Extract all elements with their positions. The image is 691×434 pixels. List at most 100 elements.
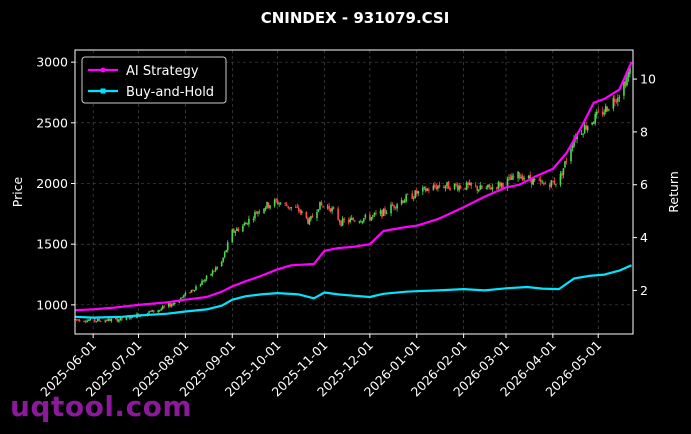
candle-body xyxy=(432,185,435,191)
candle-body xyxy=(169,303,172,307)
candle-body xyxy=(496,187,498,190)
candle-body xyxy=(118,319,120,322)
candle-body xyxy=(564,161,566,168)
candle-body xyxy=(267,202,270,208)
candle-body xyxy=(178,300,181,303)
candle-body xyxy=(75,319,78,321)
candle-body xyxy=(391,204,394,206)
chart-title: CNINDEX - 931079.CSI xyxy=(261,9,450,27)
candle-body xyxy=(479,185,482,190)
candle-body xyxy=(87,320,90,321)
candle-body xyxy=(151,309,153,312)
candle-body xyxy=(488,184,491,188)
y-axis-right: 2 4 6 8 10 xyxy=(633,72,656,298)
candle-body xyxy=(152,310,155,312)
candle-body xyxy=(299,210,302,213)
candle-body xyxy=(349,218,352,222)
candle-body xyxy=(487,184,489,188)
candle-body xyxy=(582,133,584,135)
candle-body xyxy=(623,81,625,96)
legend-bh-marker xyxy=(100,88,106,94)
candle-body xyxy=(322,205,324,207)
candle-body xyxy=(190,289,193,293)
candle-body xyxy=(266,201,268,208)
candle-body xyxy=(597,111,600,113)
candle-body xyxy=(539,179,542,183)
candle-body xyxy=(425,188,427,192)
candle-body xyxy=(181,296,184,298)
candle-body xyxy=(455,184,457,186)
candle-body xyxy=(89,318,91,321)
candle-body xyxy=(189,292,191,294)
candle-body xyxy=(459,186,462,189)
candle-body xyxy=(307,218,309,224)
candle-body xyxy=(93,318,96,322)
return-lines xyxy=(74,61,633,319)
candle-body xyxy=(226,242,229,251)
candle-body xyxy=(618,97,621,98)
candle-body xyxy=(210,273,212,276)
candle-body xyxy=(624,81,627,87)
candle-body xyxy=(290,206,293,209)
candle-body xyxy=(149,310,152,312)
candle-body xyxy=(512,176,515,178)
candle-body xyxy=(222,257,224,262)
candle-body xyxy=(542,183,545,185)
candle-body xyxy=(204,279,206,282)
candle-body xyxy=(107,318,110,321)
candle-body xyxy=(119,317,122,321)
candle-body xyxy=(287,206,290,208)
candle-body xyxy=(549,184,551,188)
candle-body xyxy=(254,211,256,219)
y-tick-label-right: 2 xyxy=(640,283,648,298)
candle-body xyxy=(237,228,240,231)
candle-body xyxy=(276,200,279,205)
candle-body xyxy=(305,211,308,218)
candle-body xyxy=(544,182,547,185)
candle-body xyxy=(201,280,203,285)
candle-body xyxy=(527,175,530,179)
candle-body xyxy=(157,310,159,312)
candle-body xyxy=(340,221,342,226)
candle-body xyxy=(617,97,619,102)
candle-body xyxy=(170,304,173,307)
candle-body xyxy=(86,320,88,323)
candle-body xyxy=(583,124,586,134)
candle-body xyxy=(458,185,460,191)
candle-body xyxy=(341,218,344,226)
candle-body xyxy=(350,218,353,220)
candle-body xyxy=(411,193,414,199)
candle-body xyxy=(343,218,345,221)
candle-body xyxy=(320,202,323,206)
candle-body xyxy=(284,202,286,204)
candle-body xyxy=(629,67,631,74)
candle-body xyxy=(195,286,197,291)
candle-body xyxy=(422,187,424,192)
candle-body xyxy=(96,319,99,322)
candle-body xyxy=(360,221,362,223)
candle-body xyxy=(231,229,234,243)
candle-body xyxy=(615,101,618,102)
candle-body xyxy=(405,194,407,202)
candle-body xyxy=(220,261,223,266)
candle-body xyxy=(586,125,589,131)
candle-body xyxy=(384,208,386,214)
candle-body xyxy=(338,219,341,223)
candle-body xyxy=(502,183,504,188)
candle-body xyxy=(363,218,365,222)
y-tick-label-left: 1000 xyxy=(36,297,68,312)
y-tick-label-left: 3000 xyxy=(36,55,68,70)
candle-body xyxy=(604,105,607,113)
candle-body xyxy=(406,194,409,196)
candle-body xyxy=(585,125,587,130)
candle-body xyxy=(161,306,164,310)
candle-body xyxy=(326,206,329,208)
candle-body xyxy=(214,268,217,271)
candle-body xyxy=(255,212,258,214)
candle-body xyxy=(506,178,509,188)
y-tick-label-right: 10 xyxy=(640,72,656,87)
candle-body xyxy=(414,190,417,198)
candle-body xyxy=(500,182,503,186)
candle-body xyxy=(491,187,494,190)
candle-body xyxy=(329,208,332,212)
